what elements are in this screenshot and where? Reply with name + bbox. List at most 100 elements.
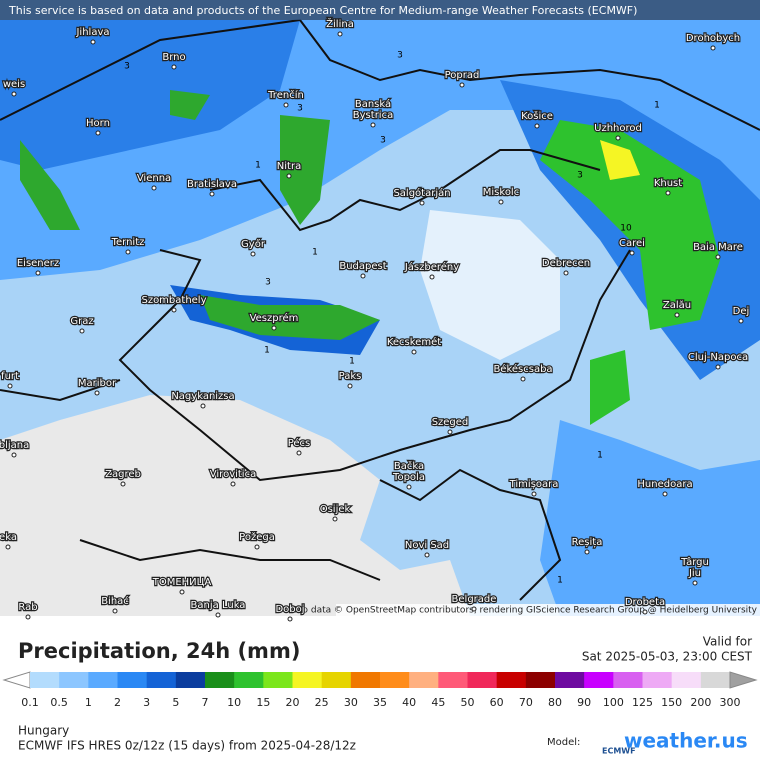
legend-value: 2 bbox=[114, 696, 121, 709]
contour-label: 1 bbox=[597, 451, 603, 461]
legend-swatch bbox=[438, 672, 468, 688]
city-label: Drobeta bbox=[625, 597, 665, 608]
city-label: Pécs bbox=[288, 437, 311, 449]
city-label: Szombathely bbox=[141, 295, 206, 306]
disclaimer: This service is based on data and produc… bbox=[8, 4, 637, 17]
city-dot bbox=[120, 481, 126, 487]
legend-value: 125 bbox=[632, 696, 653, 709]
city-dot bbox=[209, 191, 215, 197]
city-label: bljana bbox=[0, 440, 29, 451]
legend-value: 30 bbox=[344, 696, 358, 709]
city-dot bbox=[94, 390, 100, 396]
legend-value: 20 bbox=[286, 696, 300, 709]
city-dot bbox=[7, 383, 13, 389]
city-dot bbox=[642, 609, 648, 615]
city-dot bbox=[112, 608, 118, 614]
legend-swatch bbox=[175, 672, 206, 688]
city-dot bbox=[11, 452, 17, 458]
model-logo: ECMWF bbox=[602, 747, 636, 756]
legend-swatch bbox=[642, 672, 673, 688]
city-label: Bystrica bbox=[353, 110, 393, 121]
legend-swatch bbox=[234, 672, 264, 688]
city-dot bbox=[337, 31, 343, 37]
legend-value: 25 bbox=[315, 696, 329, 709]
legend-swatch bbox=[117, 672, 148, 688]
city-label: Hunedoara bbox=[637, 479, 692, 490]
city-label: Poprad bbox=[445, 70, 480, 81]
city-label: Békéscsaba bbox=[493, 363, 552, 375]
city-label: Debrecen bbox=[542, 258, 590, 269]
contour-label: 10 bbox=[620, 224, 632, 234]
city-dot bbox=[230, 481, 236, 487]
city-label: Rab bbox=[18, 602, 37, 613]
legend-value: 50 bbox=[461, 696, 475, 709]
city-dot bbox=[447, 429, 453, 435]
contour-label: 3 bbox=[297, 104, 303, 114]
city-dot bbox=[665, 190, 671, 196]
city-dot bbox=[370, 122, 376, 128]
contour-label: 3 bbox=[124, 62, 130, 72]
city-label: Ternitz bbox=[111, 237, 145, 248]
city-dot bbox=[498, 199, 504, 205]
legend-value: 150 bbox=[661, 696, 682, 709]
city-dot bbox=[692, 580, 698, 586]
legend-value: 60 bbox=[490, 696, 504, 709]
city-dot bbox=[283, 102, 289, 108]
contour-label: 3 bbox=[577, 171, 583, 181]
legend-swatch bbox=[584, 672, 614, 688]
city-dot bbox=[563, 270, 569, 276]
city-dot bbox=[584, 549, 590, 555]
contour-label: 1 bbox=[349, 357, 355, 367]
contour-label: 1 bbox=[557, 576, 563, 586]
city-label: Zagreb bbox=[105, 469, 141, 480]
city-label: Graz bbox=[70, 316, 93, 327]
city-dot bbox=[286, 173, 292, 179]
city-label: Târgu bbox=[680, 556, 709, 568]
legend-arrow bbox=[729, 671, 758, 689]
legend-swatch bbox=[59, 672, 89, 688]
city-dot bbox=[715, 364, 721, 370]
city-label: Novi Sad bbox=[405, 540, 449, 551]
city-dot bbox=[615, 135, 621, 141]
city-label: Jihlava bbox=[75, 27, 109, 38]
legend-value: 0.1 bbox=[21, 696, 39, 709]
city-dot bbox=[429, 274, 435, 280]
city-dot bbox=[171, 307, 177, 313]
city-label: Jászberény bbox=[404, 261, 459, 273]
city-label: weis bbox=[3, 79, 25, 90]
city-label: Brno bbox=[162, 52, 185, 63]
contour-label: 1 bbox=[255, 161, 261, 171]
legend-value: 0.5 bbox=[50, 696, 68, 709]
city-dot bbox=[710, 45, 716, 51]
city-dot bbox=[79, 328, 85, 334]
city-label: Khust bbox=[654, 178, 682, 189]
city-dot bbox=[90, 39, 96, 45]
legend-swatch bbox=[292, 672, 323, 688]
city-label: Maribor bbox=[78, 378, 117, 389]
legend-swatch bbox=[205, 672, 235, 688]
city-label: Košice bbox=[521, 110, 553, 122]
city-label: Banja Luka bbox=[191, 600, 246, 611]
legend-swatch bbox=[700, 672, 731, 688]
city-label: Veszprém bbox=[250, 312, 299, 324]
city-label: ТОМЕНИЦА bbox=[152, 577, 212, 588]
legend-value: 35 bbox=[373, 696, 387, 709]
city-dot bbox=[25, 614, 31, 620]
city-dot bbox=[459, 82, 465, 88]
city-dot bbox=[151, 185, 157, 191]
city-dot bbox=[347, 383, 353, 389]
city-label: Reșița bbox=[572, 537, 603, 548]
city-label: eka bbox=[0, 532, 17, 543]
legend-arrow bbox=[2, 671, 31, 689]
city-label: Eisenerz bbox=[17, 258, 59, 269]
city-dot bbox=[629, 250, 635, 256]
city-label: Kecskemét bbox=[387, 336, 441, 348]
city-label: Bratislava bbox=[187, 179, 237, 190]
attribution: Map data © OpenStreetMap contributors, r… bbox=[289, 606, 758, 616]
city-dot bbox=[424, 552, 430, 558]
city-label: furt bbox=[1, 371, 19, 382]
legend-swatch bbox=[30, 672, 60, 688]
city-dot bbox=[715, 254, 721, 260]
brand: weather.us bbox=[624, 729, 748, 753]
